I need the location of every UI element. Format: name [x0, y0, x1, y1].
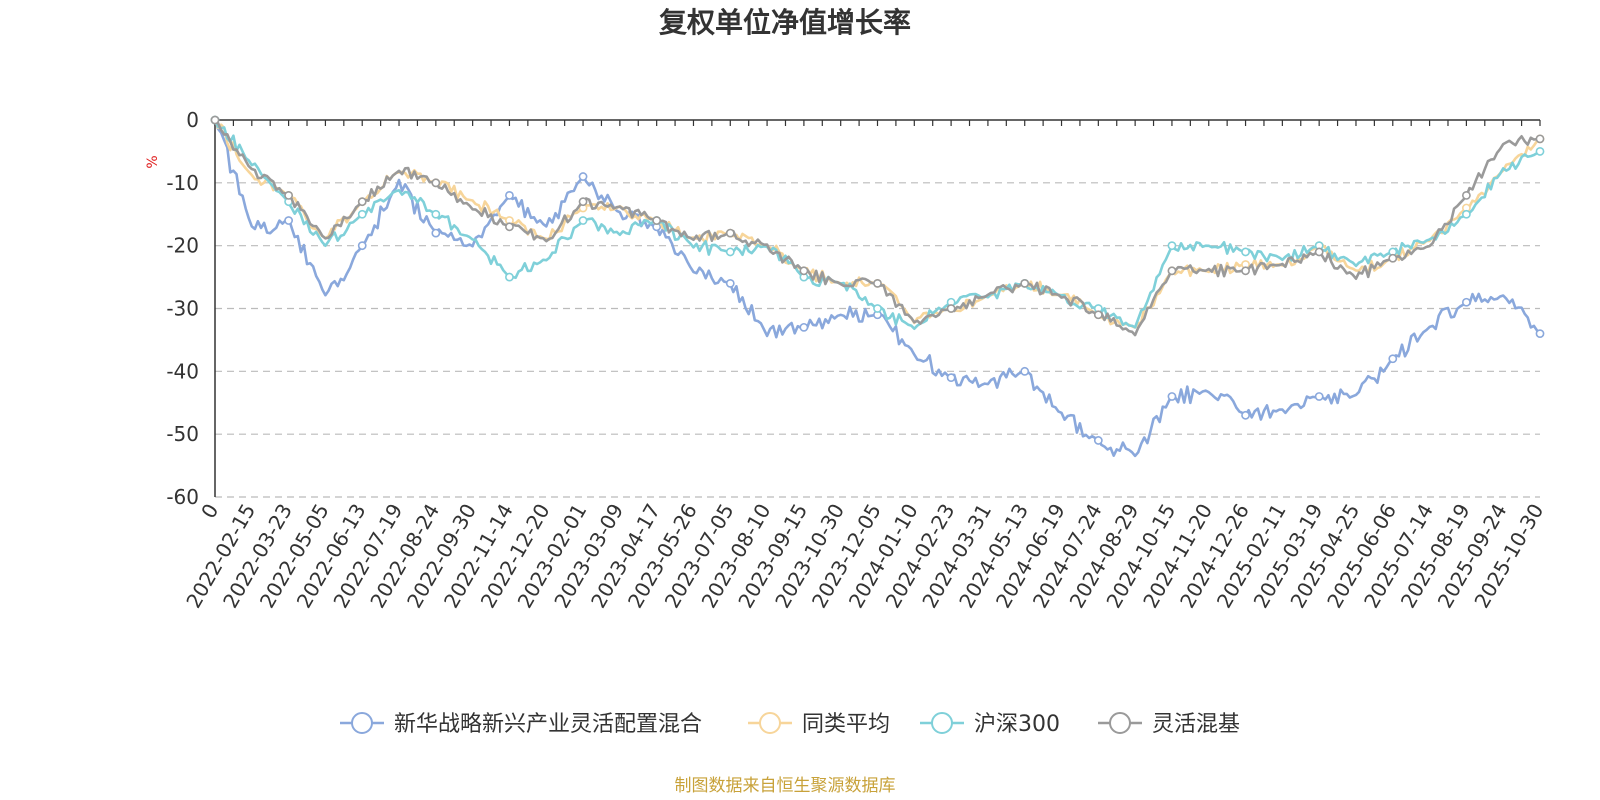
legend-label: 同类平均	[802, 712, 890, 737]
series-point	[1535, 329, 1545, 339]
series-point	[357, 209, 367, 219]
series-point	[431, 209, 441, 219]
legend-marker	[931, 712, 953, 734]
series-point	[578, 172, 588, 181]
series-point	[505, 272, 514, 282]
axes: 0-10-20-30-40-50-6002022-02-152022-03-23…	[166, 108, 1548, 612]
series-point	[357, 241, 367, 251]
series-point	[1314, 247, 1324, 257]
series-point	[505, 222, 514, 232]
series-point	[357, 197, 367, 207]
legend-item[interactable]: 同类平均	[748, 712, 890, 737]
series-point	[1461, 297, 1471, 307]
series-point	[946, 304, 956, 313]
series-point	[799, 266, 809, 276]
series-point	[1241, 266, 1250, 276]
series-point	[578, 216, 588, 225]
legend-label: 沪深300	[974, 712, 1060, 737]
series-point	[1167, 241, 1177, 251]
series-point	[1167, 266, 1177, 276]
series-point	[431, 228, 441, 238]
series-line	[213, 119, 1541, 329]
y-tick-label: -20	[166, 234, 199, 258]
series-point	[578, 197, 588, 207]
legend-item[interactable]: 灵活混基	[1098, 712, 1240, 737]
series-point	[946, 373, 956, 383]
series-point	[1535, 134, 1545, 144]
series-point	[505, 190, 514, 200]
legend-item[interactable]: 新华战略新兴产业灵活配置混合	[340, 712, 702, 737]
chart-title: 复权单位净值增长率	[659, 6, 911, 39]
y-tick-label: -30	[166, 297, 199, 321]
legend-marker	[1109, 712, 1131, 734]
series-point	[1461, 209, 1471, 219]
series-point	[1241, 410, 1250, 420]
grid-lines	[215, 182, 1540, 498]
series-point	[284, 190, 294, 200]
series-point	[799, 322, 809, 332]
series-point	[210, 115, 220, 125]
y-tick-label: -40	[166, 359, 199, 383]
series-point	[431, 178, 441, 188]
series-point	[1020, 278, 1030, 288]
series-point	[284, 216, 294, 225]
series-point	[725, 278, 735, 288]
y-tick-label: -10	[166, 171, 199, 195]
series-point	[1314, 392, 1324, 401]
series-line	[214, 119, 1541, 337]
series-point	[1167, 392, 1177, 401]
series-line	[213, 119, 1541, 331]
legend-item[interactable]: 沪深300	[920, 712, 1060, 737]
legend-marker	[759, 712, 781, 734]
series-point	[1020, 366, 1030, 376]
series-point	[1093, 436, 1103, 445]
data-source-note: 制图数据来自恒生聚源数据库	[675, 776, 896, 796]
legend[interactable]: 新华战略新兴产业灵活配置混合 同类平均 沪深300 灵活混基	[340, 712, 1240, 737]
series-point	[1535, 147, 1545, 156]
series-point	[725, 247, 735, 257]
x-tick-label: 0	[196, 500, 223, 523]
series-lines	[210, 115, 1545, 458]
legend-label: 灵活混基	[1152, 712, 1240, 737]
series-point	[1093, 310, 1103, 320]
series-point	[873, 278, 882, 288]
series-point	[1388, 253, 1398, 263]
y-tick-label: 0	[186, 108, 199, 132]
y-tick-label: -60	[166, 485, 199, 509]
series-point	[1388, 354, 1398, 364]
y-axis-unit: %	[145, 155, 161, 168]
series-point	[725, 228, 735, 238]
series-point	[873, 304, 882, 313]
series-point	[1461, 190, 1471, 200]
legend-label: 新华战略新兴产业灵活配置混合	[394, 712, 702, 737]
legend-marker	[351, 712, 373, 734]
y-tick-label: -50	[166, 422, 199, 446]
series-point	[652, 216, 662, 225]
series-point	[1241, 247, 1250, 257]
